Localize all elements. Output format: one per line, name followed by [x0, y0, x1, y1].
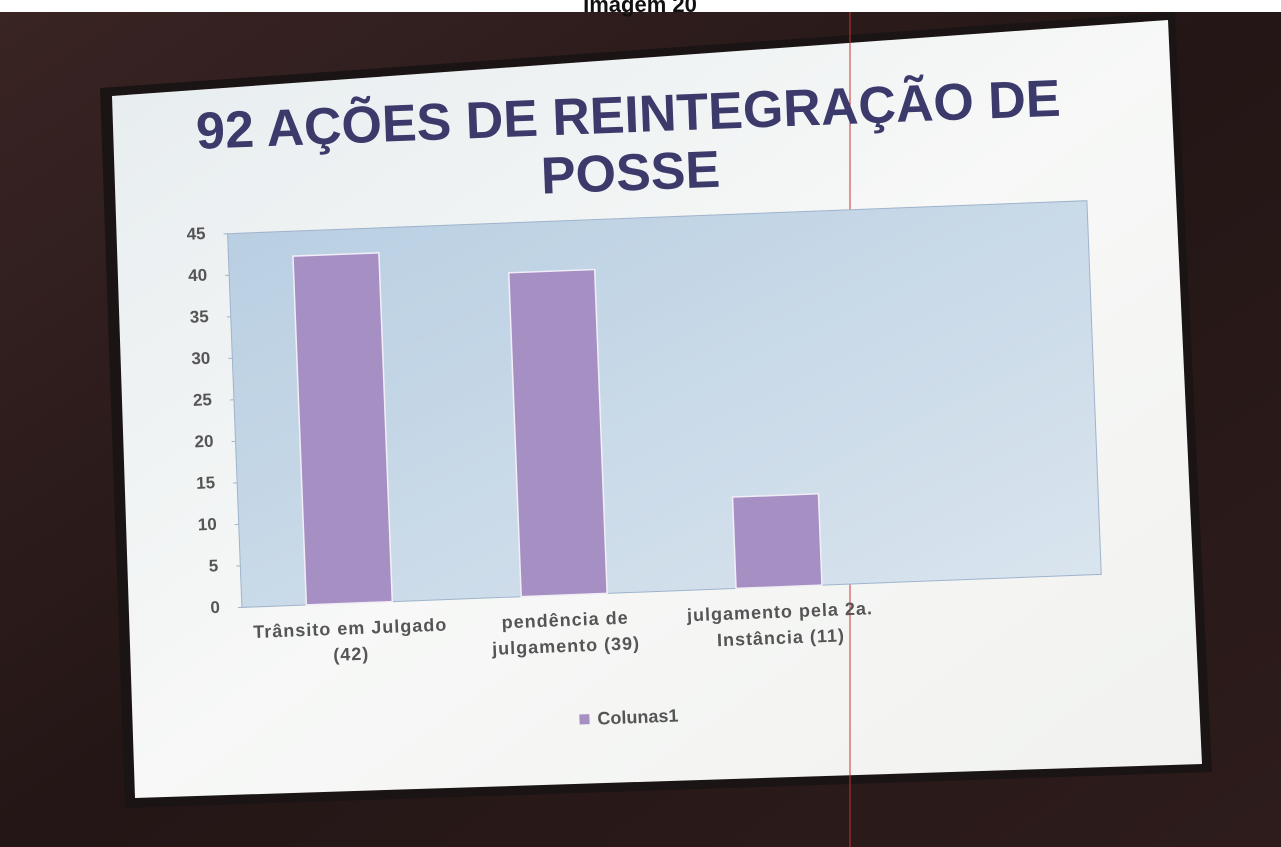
x-tick-label: Trânsito em Julgado (42) [245, 611, 457, 671]
y-tick-label: 35 [189, 307, 209, 327]
y-tick-label: 25 [193, 390, 213, 410]
caption: Imagem 20 [583, 0, 697, 17]
x-tick-label-box: pendência de julgamento (39) [460, 603, 673, 701]
y-tick-label: 15 [196, 473, 216, 493]
y-tick-label: 30 [191, 349, 211, 369]
x-tick-label-box: julgamento pela 2a. Instância (11) [675, 595, 888, 693]
legend-swatch [579, 714, 589, 724]
bar [509, 269, 607, 596]
y-tick-label: 40 [188, 266, 208, 286]
x-tick-label-box: Trânsito em Julgado (42) [245, 611, 458, 709]
y-tick-label: 0 [210, 598, 220, 617]
x-tick-label: julgamento pela 2a. Instância (11) [675, 595, 887, 655]
legend-label: Colunas1 [597, 706, 679, 729]
y-tick-label: 45 [186, 224, 206, 244]
photo: Imagem 20 92 AÇÕES DE REINTEGRAÇÃO DEPOS… [0, 0, 1281, 847]
y-tick-label: 10 [197, 515, 217, 535]
bar [733, 494, 822, 589]
y-tick-label: 20 [194, 432, 214, 452]
y-tick-label: 5 [208, 556, 218, 575]
bar [293, 253, 392, 605]
x-tick-label: pendência de julgamento (39) [460, 603, 672, 663]
